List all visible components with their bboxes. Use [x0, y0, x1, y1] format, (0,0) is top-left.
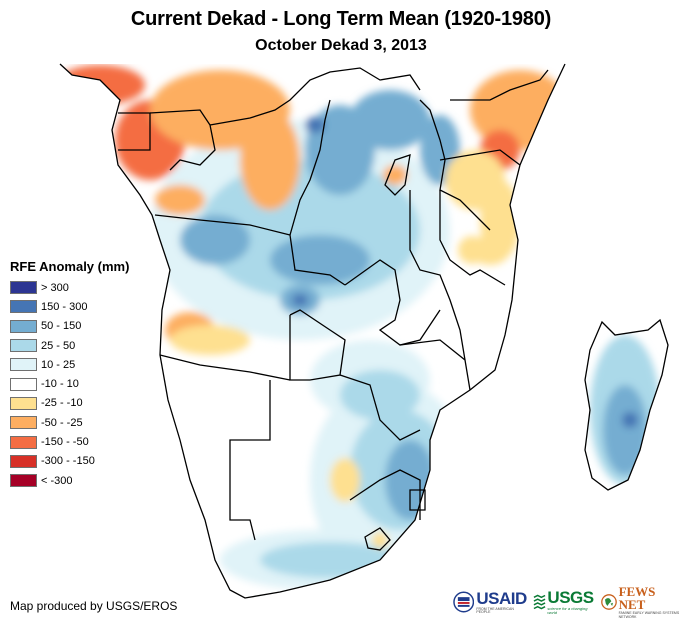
anomaly-area: [622, 412, 638, 428]
border: [439, 190, 506, 286]
legend-swatch: [10, 396, 37, 410]
map-subtitle: October Dekad 3, 2013: [255, 37, 427, 54]
anomaly-area: [330, 458, 360, 502]
legend-label: 50 - 150: [41, 320, 82, 333]
anomaly-area: [155, 185, 205, 215]
usaid-name: USAID: [476, 588, 527, 608]
border: [149, 109, 216, 171]
anomaly-area: [445, 150, 505, 210]
border: [409, 190, 466, 361]
legend-label: -10 - 10: [41, 378, 79, 391]
anomaly-area: [180, 215, 250, 265]
legend-swatch: [10, 416, 37, 430]
legend-label: -150 - -50: [41, 436, 89, 449]
anomaly-area: [305, 117, 325, 133]
legend: RFE Anomaly (mm) > 300 150 - 300 50 - 150 2…: [10, 259, 129, 490]
coastline-africa: [59, 63, 566, 599]
legend-swatch: [10, 339, 37, 353]
anomaly-area: [383, 165, 407, 185]
legend-item: > 300: [10, 278, 129, 297]
border: [349, 469, 421, 520]
legend-swatch: [10, 358, 37, 372]
legend-label: < -300: [41, 474, 73, 487]
fews-logo: FEWS NET FAMINE EARLY WARNING SYSTEMS NE…: [600, 584, 682, 619]
border: [450, 69, 549, 101]
border: [419, 99, 491, 231]
legend-item: 10 - 25: [10, 355, 129, 374]
border: [209, 67, 421, 126]
legend-item: -300 - -150: [10, 452, 129, 471]
usgs-logo: USGS science for a changing world: [533, 589, 594, 615]
usgs-wave-icon: [534, 594, 546, 610]
legend-swatch: [10, 454, 37, 468]
anomaly-area: [350, 90, 430, 150]
anomaly-area: [240, 110, 300, 210]
legend-title: RFE Anomaly (mm): [10, 259, 130, 274]
rainfall-anomaly-map: [59, 63, 669, 599]
border: [364, 527, 391, 551]
legend-label: -25 - -10: [41, 397, 83, 410]
map-title: Current Dekad - Long Term Mean (1920-198…: [130, 8, 552, 30]
fews-name: FEWS NET: [618, 584, 656, 612]
anomaly-area: [372, 532, 388, 548]
legend-label: > 300: [41, 281, 69, 294]
legend-item: -10 - 10: [10, 374, 129, 393]
fews-tagline: FAMINE EARLY WARNING SYSTEMS NETWORK: [618, 611, 680, 619]
legend-item: 150 - 300: [10, 297, 129, 316]
legend-swatch: [10, 474, 37, 488]
anomaly-area: [270, 235, 370, 285]
legend-swatch: [10, 281, 37, 295]
anomaly-field: [60, 65, 660, 590]
border: [384, 154, 411, 196]
border: [118, 112, 151, 151]
border: [399, 339, 471, 391]
usaid-tagline: FROM THE AMERICAN PEOPLE: [476, 606, 514, 614]
legend-item: -50 - -25: [10, 413, 129, 432]
legend-item: 50 - 150: [10, 317, 129, 336]
legend-item: 25 - 50: [10, 336, 129, 355]
legend-swatch: [10, 319, 37, 333]
border: [409, 489, 426, 511]
border: [229, 380, 271, 541]
legend-swatch: [10, 377, 37, 391]
legend-swatch: [10, 435, 37, 449]
border: [439, 149, 521, 166]
border: [344, 259, 441, 346]
border: [289, 309, 346, 381]
usaid-logo: USAID FROM THE AMERICAN PEOPLE: [453, 590, 527, 615]
fews-globe-icon: [600, 594, 617, 610]
legend-label: 150 - 300: [41, 300, 88, 313]
country-borders: [59, 63, 669, 599]
anomaly-area: [458, 236, 486, 264]
legend-swatch: [10, 300, 37, 314]
usgs-name: USGS: [547, 588, 594, 607]
border: [159, 354, 291, 381]
usgs-tagline: science for a changing world: [547, 606, 588, 615]
legend-label: 25 - 50: [41, 339, 76, 352]
legend-item: -150 - -50: [10, 432, 129, 451]
border: [289, 99, 331, 236]
usaid-seal-icon: [453, 591, 475, 613]
anomaly-area: [340, 370, 420, 420]
legend-item: -25 - -10: [10, 394, 129, 413]
anomaly-area: [603, 385, 647, 475]
legend-label: -50 - -25: [41, 416, 83, 429]
legend-item: < -300: [10, 471, 129, 490]
legend-label: 10 - 25: [41, 358, 76, 371]
legend-label: -300 - -150: [41, 455, 95, 468]
credit-text: Map produced by USGS/EROS: [10, 599, 178, 613]
logo-bar: USAID FROM THE AMERICAN PEOPLE USGS scie…: [453, 585, 682, 619]
anomaly-area: [292, 294, 308, 306]
coastline-madagascar: [584, 318, 669, 491]
border: [339, 374, 421, 441]
anomaly-area: [170, 325, 250, 355]
